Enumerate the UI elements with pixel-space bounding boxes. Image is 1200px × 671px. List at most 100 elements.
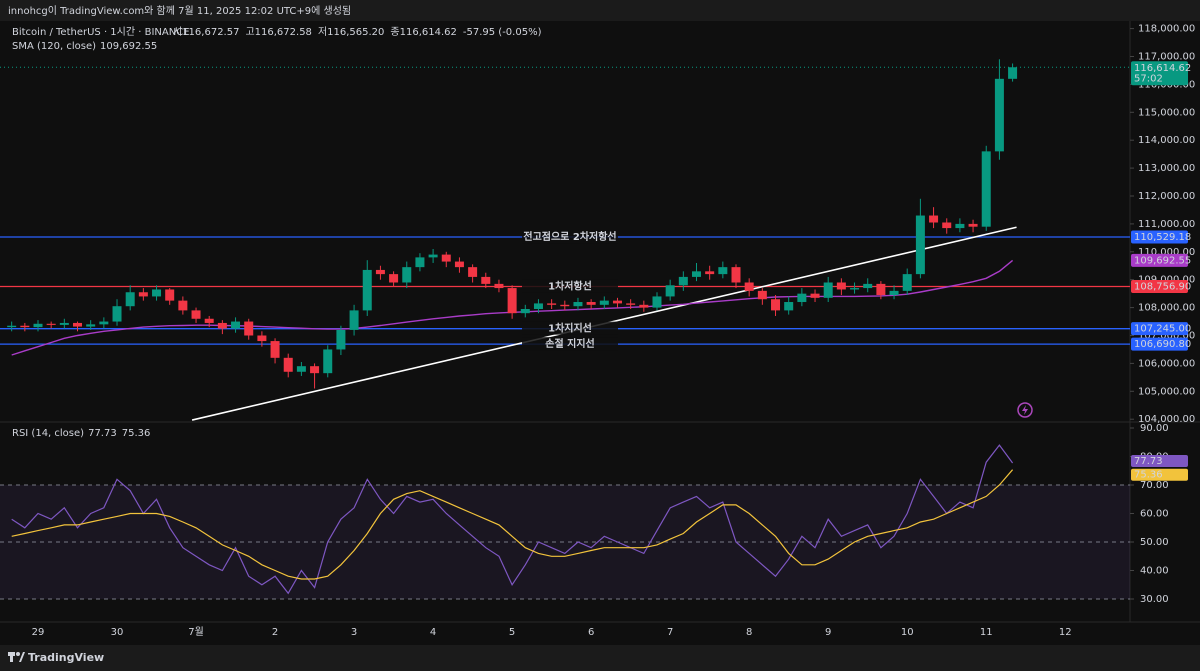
- candle-body: [165, 289, 175, 301]
- candle-body: [257, 335, 267, 342]
- candle-body: [981, 151, 991, 227]
- legend-sma: SMA (120, close): [12, 41, 96, 52]
- last-price-label: 116,614.62: [1134, 63, 1191, 74]
- x-tick-label: 3: [351, 627, 357, 638]
- price-tag: [1131, 253, 1188, 267]
- y-tick-label: 90.00: [1140, 423, 1169, 434]
- y-tick-label: 108,000.00: [1138, 303, 1195, 314]
- candle-body: [547, 303, 557, 305]
- price-tag-label: 108,756.90: [1134, 281, 1191, 292]
- legend-value: 종116,614.62: [390, 26, 456, 38]
- candle-body: [46, 323, 56, 325]
- rsi-line: [11, 469, 1014, 580]
- y-tick-label: 112,000.00: [1138, 191, 1195, 202]
- candle-body: [942, 222, 952, 229]
- candle-body: [86, 324, 96, 327]
- x-tick-label: 8: [746, 627, 752, 638]
- x-tick-label: 7월: [188, 626, 204, 638]
- candle-body: [507, 288, 517, 314]
- candle-body: [1008, 67, 1018, 79]
- candle-body: [204, 318, 214, 323]
- footer-bar: [0, 645, 1200, 671]
- candle-body: [850, 288, 860, 290]
- candle-body: [33, 323, 43, 328]
- candle-body: [705, 271, 715, 275]
- y-tick-label: 50.00: [1140, 537, 1169, 548]
- candle-body: [586, 302, 596, 305]
- candle-body: [402, 267, 412, 283]
- candle-body: [994, 78, 1004, 152]
- y-tick-label: 30.00: [1140, 594, 1169, 605]
- candle-body: [599, 300, 609, 305]
- candle-body: [771, 299, 781, 311]
- candle-body: [283, 357, 293, 372]
- legend-rsi-value: 75.36: [122, 428, 151, 439]
- candle-body: [454, 261, 464, 268]
- price-tag: [1131, 322, 1188, 336]
- header-text: innohcg이 TradingView.com와 함께 7월 11, 2025…: [8, 5, 351, 17]
- y-tick-label: 107,000.00: [1138, 331, 1195, 342]
- candle-body: [112, 306, 122, 322]
- candle-body: [915, 215, 925, 275]
- last-price-tag: [1131, 61, 1188, 86]
- candle-body: [481, 276, 491, 284]
- price-tag-label: 109,692.55: [1134, 255, 1191, 266]
- footer-brand: TradingView: [28, 651, 104, 664]
- candle-body: [955, 223, 965, 229]
- candle-body: [336, 329, 346, 350]
- y-tick-label: 60.00: [1140, 509, 1169, 520]
- y-tick-label: 113,000.00: [1138, 163, 1195, 174]
- candle-body: [968, 223, 978, 227]
- rsi-line: [11, 444, 1014, 595]
- candle-body: [217, 322, 227, 329]
- candle-body: [468, 267, 478, 277]
- y-tick-label: 115,000.00: [1138, 107, 1195, 118]
- candle-body: [639, 304, 649, 308]
- candle-body: [152, 289, 162, 297]
- y-tick-label: 70.00: [1140, 480, 1169, 491]
- candle-body: [929, 215, 939, 223]
- price-tag-label: 75.36: [1134, 470, 1163, 481]
- countdown: 57:02: [1134, 73, 1163, 84]
- candle-body: [784, 302, 794, 311]
- x-tick-label: 11: [980, 627, 993, 638]
- y-tick-label: 40.00: [1140, 566, 1169, 577]
- y-tick-label: 106,000.00: [1138, 358, 1195, 369]
- price-tag: [1131, 230, 1188, 244]
- candle-body: [533, 303, 543, 309]
- x-tick-label: 9: [825, 627, 831, 638]
- main-pane: [0, 59, 1130, 421]
- price-tag-label: 110,529.18: [1134, 232, 1191, 243]
- y-tick-label: 105,000.00: [1138, 386, 1195, 397]
- candle-body: [296, 366, 306, 372]
- alert-icon[interactable]: [1017, 402, 1033, 418]
- rsi-pane: [0, 444, 1130, 600]
- candle-body: [441, 254, 451, 262]
- price-tag: [1131, 454, 1188, 467]
- candle-body: [652, 296, 662, 308]
- x-tick-label: 10: [901, 627, 914, 638]
- candle-body: [73, 322, 83, 327]
- price-tag-label: 107,245.00: [1134, 324, 1191, 335]
- header-bar: [0, 0, 1200, 21]
- y-tick-label: 104,000.00: [1138, 414, 1195, 425]
- candle-body: [375, 269, 385, 275]
- candle-body: [362, 269, 372, 311]
- legend-value: 시116,672.57: [173, 26, 239, 38]
- candle-body: [428, 254, 438, 258]
- candle-body: [99, 321, 109, 325]
- candle-body: [863, 283, 873, 289]
- candle-body: [7, 325, 17, 328]
- candle-body: [823, 282, 833, 298]
- legend-value: 고116,672.58: [245, 27, 311, 38]
- x-tick-label: 29: [32, 627, 45, 638]
- legend-sma-value: 109,692.55: [100, 41, 157, 52]
- x-tick-label: 6: [588, 627, 594, 638]
- level-text: 전고점으로 2차저항선: [523, 230, 616, 243]
- candle-body: [757, 290, 767, 300]
- candle-body: [678, 276, 688, 286]
- candle-body: [20, 325, 30, 328]
- candle-body: [612, 300, 622, 304]
- candle-body: [744, 282, 754, 291]
